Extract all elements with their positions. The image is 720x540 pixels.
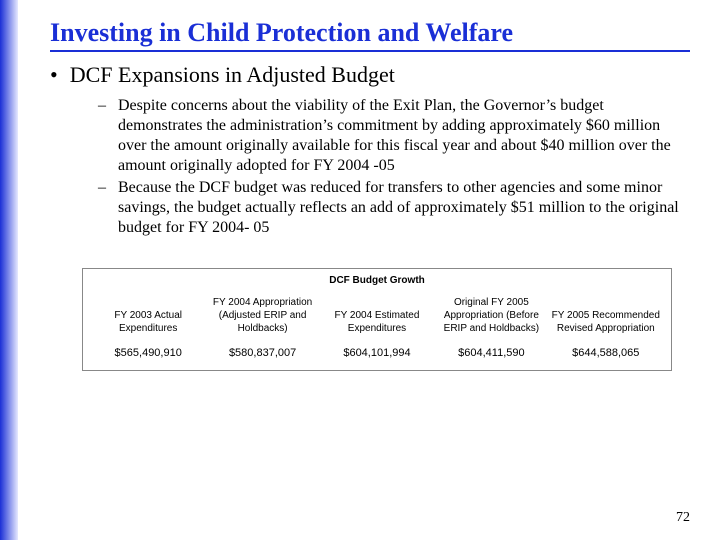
sub-bullet-text: Despite concerns about the viability of …	[118, 96, 690, 176]
bullet-marker: •	[50, 64, 58, 86]
col-header: FY 2004 Appropriation (Adjusted ERIP and…	[205, 296, 319, 341]
page-number: 72	[676, 510, 690, 526]
col-header: FY 2003 Actual Expenditures	[91, 296, 205, 341]
page-title: Investing in Child Protection and Welfar…	[50, 18, 690, 48]
title-underline	[50, 50, 690, 52]
budget-growth-table: DCF Budget Growth FY 2003 Actual Expendi…	[82, 268, 672, 371]
bullet-level1: • DCF Expansions in Adjusted Budget	[50, 62, 690, 88]
table-title: DCF Budget Growth	[91, 275, 663, 286]
list-item: – Because the DCF budget was reduced for…	[98, 178, 690, 238]
table-cell: $604,411,590	[434, 341, 548, 360]
table-row: $565,490,910 $580,837,007 $604,101,994 $…	[91, 341, 663, 360]
dash-marker: –	[98, 178, 108, 198]
bullet-label: DCF Expansions in Adjusted Budget	[70, 62, 395, 88]
table-cell: $604,101,994	[320, 341, 434, 360]
content-area: Investing in Child Protection and Welfar…	[50, 18, 690, 371]
list-item: – Despite concerns about the viability o…	[98, 96, 690, 176]
dash-marker: –	[98, 96, 108, 116]
sub-bullet-list: – Despite concerns about the viability o…	[98, 96, 690, 238]
left-accent-bar	[0, 0, 18, 540]
table-cell: $580,837,007	[205, 341, 319, 360]
sub-bullet-text: Because the DCF budget was reduced for t…	[118, 178, 690, 238]
col-header: FY 2004 Estimated Expenditures	[320, 296, 434, 341]
table-header-row: FY 2003 Actual Expenditures FY 2004 Appr…	[91, 296, 663, 341]
col-header: FY 2005 Recommended Revised Appropriatio…	[549, 296, 663, 341]
table-cell: $565,490,910	[91, 341, 205, 360]
slide: Investing in Child Protection and Welfar…	[0, 0, 720, 540]
table-cell: $644,588,065	[549, 341, 663, 360]
budget-table: FY 2003 Actual Expenditures FY 2004 Appr…	[91, 296, 663, 360]
col-header: Original FY 2005 Appropriation (Before E…	[434, 296, 548, 341]
